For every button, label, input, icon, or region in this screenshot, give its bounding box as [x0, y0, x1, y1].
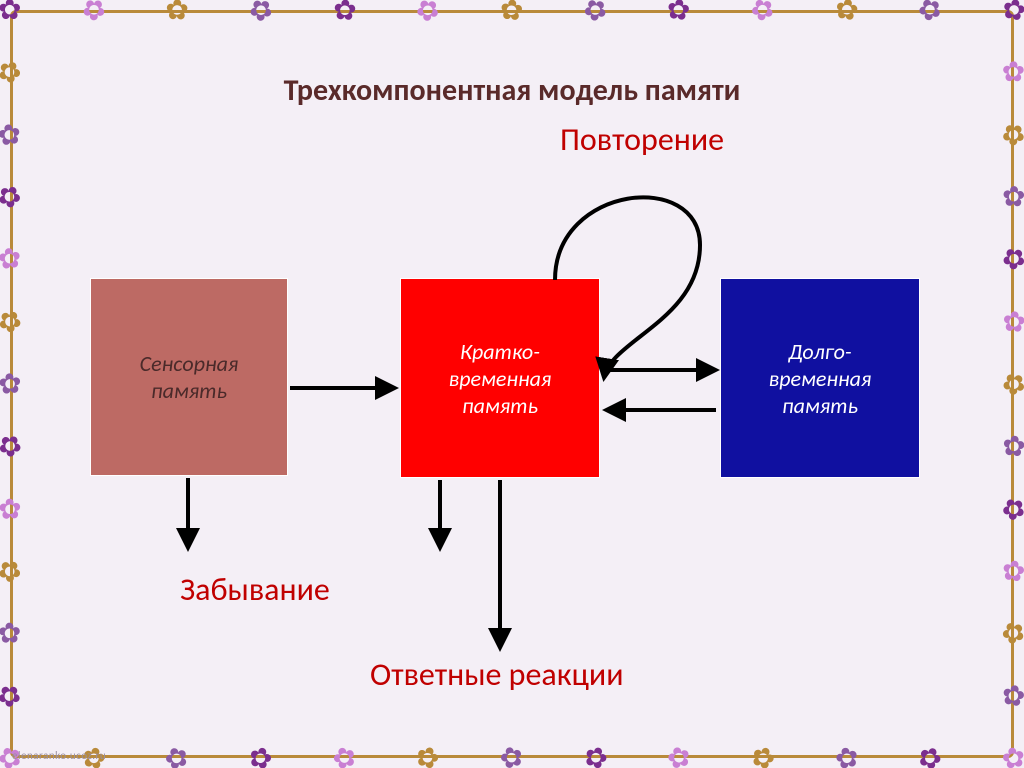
flower-icon: ✿	[494, 0, 530, 28]
flower-icon: ✿	[76, 0, 112, 28]
flower-icon: ✿	[162, 741, 192, 768]
flower-icon: ✿	[997, 428, 1024, 464]
flower-icon: ✿	[997, 307, 1024, 336]
label-responses: Ответные реакции	[370, 655, 624, 694]
flower-icon: ✿	[661, 741, 697, 768]
flower-icon: ✿	[580, 741, 612, 768]
flower-icon: ✿	[1000, 493, 1024, 524]
diagram-title: Трехкомпонентная модель памяти	[0, 72, 1024, 109]
flower-icon: ✿	[0, 244, 23, 275]
node-long-term-memory: Долго- временная память	[720, 278, 920, 478]
flower-icon: ✿	[996, 553, 1024, 589]
flower-icon: ✿	[0, 0, 21, 24]
label-repetition: Повторение	[560, 120, 724, 159]
flower-icon: ✿	[579, 0, 611, 24]
flower-icon: ✿	[746, 0, 780, 28]
flower-icon: ✿	[0, 304, 27, 340]
flower-icon: ✿	[998, 620, 1024, 647]
flower-icon: ✿	[1001, 182, 1024, 211]
flower-icon: ✿	[832, 0, 860, 26]
flower-icon: ✿	[999, 0, 1024, 23]
node-short-term-memory: Кратко- временная память	[400, 278, 600, 478]
flower-icon: ✿	[0, 680, 27, 711]
flower-icon: ✿	[330, 746, 358, 768]
flower-icon: ✿	[327, 0, 362, 28]
flower-icon: ✿	[996, 368, 1024, 401]
flower-icon: ✿	[0, 368, 27, 401]
flower-icon: ✿	[996, 116, 1024, 152]
flower-icon: ✿	[661, 0, 696, 27]
flower-icon: ✿	[0, 557, 22, 586]
flower-icon: ✿	[997, 740, 1024, 768]
flower-icon: ✿	[996, 679, 1024, 713]
flower-icon: ✿	[0, 179, 28, 215]
flower-icon: ✿	[828, 740, 865, 768]
flower-icon: ✿	[243, 0, 278, 26]
watermark: elenaranko.ucoz.ru	[12, 749, 106, 762]
flower-icon: ✿	[160, 0, 193, 25]
flower-icon: ✿	[496, 741, 527, 768]
flower-icon: ✿	[912, 0, 948, 28]
flower-icon: ✿	[0, 121, 25, 149]
flower-icon: ✿	[242, 740, 279, 768]
flower-icon: ✿	[0, 432, 26, 462]
node-sensory-memory: Сенсорная память	[90, 278, 288, 476]
flower-icon: ✿	[748, 745, 778, 768]
flower-icon: ✿	[410, 740, 446, 768]
flower-icon: ✿	[996, 241, 1024, 278]
label-forgetting: Забывание	[180, 570, 330, 609]
flower-icon: ✿	[415, 0, 441, 25]
flower-icon: ✿	[0, 490, 28, 527]
flower-icon: ✿	[916, 742, 945, 768]
flower-icon: ✿	[0, 615, 27, 651]
